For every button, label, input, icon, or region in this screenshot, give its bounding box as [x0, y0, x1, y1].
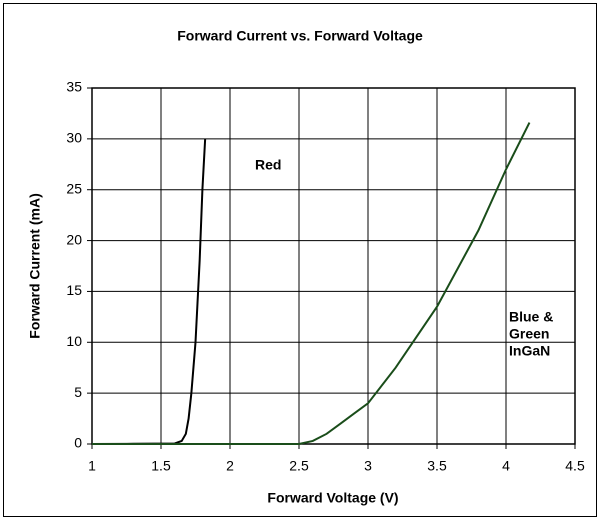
x-tick-label: 2	[226, 458, 234, 474]
y-tick-label: 10	[66, 333, 82, 349]
y-tick-label: 30	[66, 130, 82, 146]
chart-frame	[3, 3, 597, 517]
x-tick-label: 2.5	[289, 458, 309, 474]
x-tick-label: 3	[364, 458, 372, 474]
y-axis-title: Forward Current (mA)	[27, 193, 43, 338]
y-tick-label: 0	[74, 435, 82, 451]
y-tick-label: 5	[74, 384, 82, 400]
x-axis-title: Forward Voltage (V)	[267, 490, 398, 506]
chart-title: Forward Current vs. Forward Voltage	[177, 28, 423, 44]
series-line	[92, 122, 531, 445]
annotation: Blue &	[509, 309, 553, 325]
x-tick-label: 1.5	[151, 458, 171, 474]
plot-area	[91, 87, 576, 445]
y-tick-label: 35	[66, 79, 82, 95]
annotation: Green	[509, 326, 549, 342]
x-tick-label: 3.5	[427, 458, 447, 474]
annotation: Red	[255, 157, 281, 173]
y-tick-label: 15	[66, 282, 82, 298]
y-tick-label: 20	[66, 231, 82, 247]
annotation: InGaN	[509, 343, 550, 359]
x-tick-label: 4	[502, 458, 510, 474]
x-tick-label: 1	[88, 458, 96, 474]
x-tick-label: 4.5	[565, 458, 585, 474]
y-tick-label: 25	[66, 180, 82, 196]
